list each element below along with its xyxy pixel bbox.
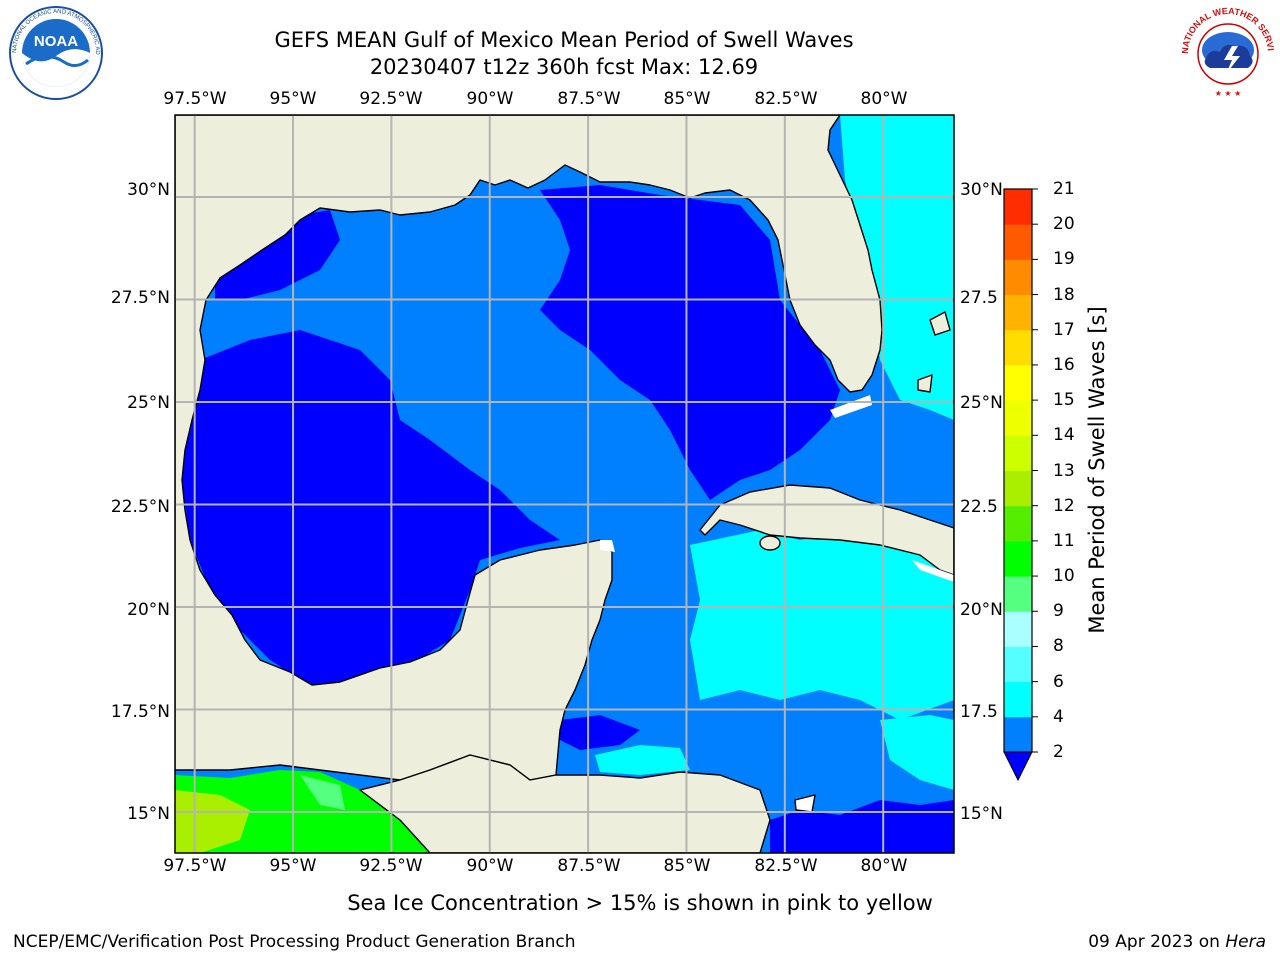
footer-host: Hera <box>1225 932 1266 952</box>
sea-ice-note: Sea Ice Concentration > 15% is shown in … <box>347 891 933 915</box>
lat-tick-right: 30°N <box>960 180 1003 200</box>
lat-tick-right: 22.5 <box>960 497 998 517</box>
map-frame <box>174 114 955 854</box>
colorbar-segment <box>1004 189 1032 225</box>
land-bahamas-2 <box>917 374 933 393</box>
colorbar-segment <box>1004 400 1032 436</box>
footer-date-text: 09 Apr 2023 on <box>1088 932 1220 952</box>
lon-tick-bottom: 97.5°W <box>163 856 227 876</box>
lat-tick-left: 17.5°N <box>110 702 170 722</box>
ocean-period-0-2-west <box>182 330 560 686</box>
colorbar-tick-label: 16 <box>1053 354 1075 375</box>
lat-tick-right: 27.5 <box>960 288 998 308</box>
svg-text:NOAA: NOAA <box>34 33 78 50</box>
colorbar-segment <box>1004 611 1032 647</box>
lat-tick-right: 20°N <box>960 600 1003 620</box>
colorbar-segment <box>1004 329 1032 366</box>
nodata-florida-keys <box>830 395 872 418</box>
land-central-america <box>359 754 771 853</box>
lon-tick-bottom: 92.5°W <box>359 856 423 876</box>
colorbar-segment <box>1004 646 1032 683</box>
ocean-period-0-2-nw <box>215 210 340 300</box>
ocean-period-4-6-patch2 <box>880 715 954 790</box>
svg-text:★ ★ ★: ★ ★ ★ <box>1215 89 1242 98</box>
colorbar-segment <box>1004 470 1032 507</box>
ocean-period-0-2-east <box>540 185 840 500</box>
colorbar-tick-label: 6 <box>1053 671 1064 692</box>
colorbar-segment <box>1004 294 1032 331</box>
lon-tick-top: 82.5°W <box>754 89 818 109</box>
colorbar-tick-label: 14 <box>1053 425 1075 446</box>
land-isla-juventud <box>759 535 781 551</box>
lon-tick-bottom: 82.5°W <box>754 856 818 876</box>
lon-tick-bottom: 90°W <box>466 856 514 876</box>
lat-tick-left: 22.5°N <box>110 497 170 517</box>
lat-tick-left: 25°N <box>127 393 170 413</box>
lon-tick-bottom: 87.5°W <box>557 856 621 876</box>
footer-date: 09 Apr 2023 on Hera <box>1088 932 1266 952</box>
colorbar-extend-below <box>1003 751 1033 782</box>
lon-tick-bottom: 95°W <box>269 856 317 876</box>
chart-subtitle: 20230407 t12z 360h fcst Max: 12.69 <box>369 55 759 79</box>
lat-tick-right: 15°N <box>960 804 1003 824</box>
ocean-period-4-6-atlantic <box>840 115 954 420</box>
colorbar-segment <box>1004 681 1032 718</box>
colorbar-segment <box>1004 716 1032 753</box>
lon-tick-top: 87.5°W <box>557 89 621 109</box>
lon-tick-top: 80°W <box>860 89 908 109</box>
colorbar-tick-label: 18 <box>1053 284 1075 305</box>
lat-tick-left: 27.5°N <box>110 288 170 308</box>
colorbar-segment <box>1004 224 1032 260</box>
chart-title: GEFS MEAN Gulf of Mexico Mean Period of … <box>274 28 854 52</box>
lat-tick-right: 17.5 <box>960 702 998 722</box>
lon-tick-bottom: 80°W <box>860 856 908 876</box>
footer-credit: NCEP/EMC/Verification Post Processing Pr… <box>13 932 576 952</box>
period-high-patch-light <box>300 775 345 810</box>
land-bahamas <box>929 311 951 336</box>
colorbar-tick-label: 11 <box>1053 530 1075 551</box>
colorbar-tick-label: 15 <box>1053 390 1075 411</box>
nodata-cuba-coast <box>912 560 954 582</box>
ocean-period-4-6-patch <box>595 745 690 775</box>
colorbar-label: Mean Period of Swell Waves [s] <box>1085 306 1109 634</box>
colorbar-tick-label: 17 <box>1053 319 1075 340</box>
colorbar-segment <box>1004 540 1032 577</box>
ocean-period-0-2-se <box>770 800 954 853</box>
colorbar-segment <box>1004 364 1032 401</box>
colorbar <box>1003 188 1038 782</box>
ocean-period-4-6-caribbean <box>690 530 954 720</box>
colorbar-segment <box>1004 259 1032 296</box>
lat-tick-left: 20°N <box>127 600 170 620</box>
national-weather-service-logo: NATIONAL WEATHER SERVICE ★ ★ ★ <box>1180 6 1276 100</box>
nodata-yucatan-coast <box>600 540 615 552</box>
noaa-logo: NOAA NATIONAL OCEANIC AND ATMOSPHERIC AD… <box>6 6 103 100</box>
map-grid <box>175 115 954 853</box>
ocean-period-0-2-bay <box>560 715 640 750</box>
colorbar-segment <box>1004 505 1032 542</box>
colorbar-segment <box>1004 576 1032 612</box>
lon-tick-top: 85°W <box>663 89 711 109</box>
colorbar-tick-label: 20 <box>1053 214 1075 235</box>
lon-tick-bottom: 85°W <box>663 856 711 876</box>
colorbar-tick-label: 8 <box>1053 636 1064 657</box>
lat-tick-left: 30°N <box>127 180 170 200</box>
colorbar-tick-label: 13 <box>1053 460 1075 481</box>
lat-tick-left: 15°N <box>127 804 170 824</box>
colorbar-tick-label: 12 <box>1053 495 1075 516</box>
lon-tick-top: 95°W <box>269 89 317 109</box>
lon-tick-top: 97.5°W <box>163 89 227 109</box>
lon-tick-top: 90°W <box>466 89 514 109</box>
colorbar-tick-label: 10 <box>1053 566 1075 587</box>
lon-tick-top: 92.5°W <box>359 89 423 109</box>
colorbar-tick-label: 21 <box>1053 179 1075 199</box>
colorbar-tick-label: 4 <box>1053 706 1064 727</box>
colorbar-segment <box>1004 435 1032 471</box>
colorbar-tick-label: 19 <box>1053 249 1075 270</box>
land-us-mexico <box>175 115 883 781</box>
lat-tick-right: 25°N <box>960 393 1003 413</box>
colorbar-tick-label: 9 <box>1053 601 1064 622</box>
colorbar-tick-label: 2 <box>1053 742 1064 762</box>
